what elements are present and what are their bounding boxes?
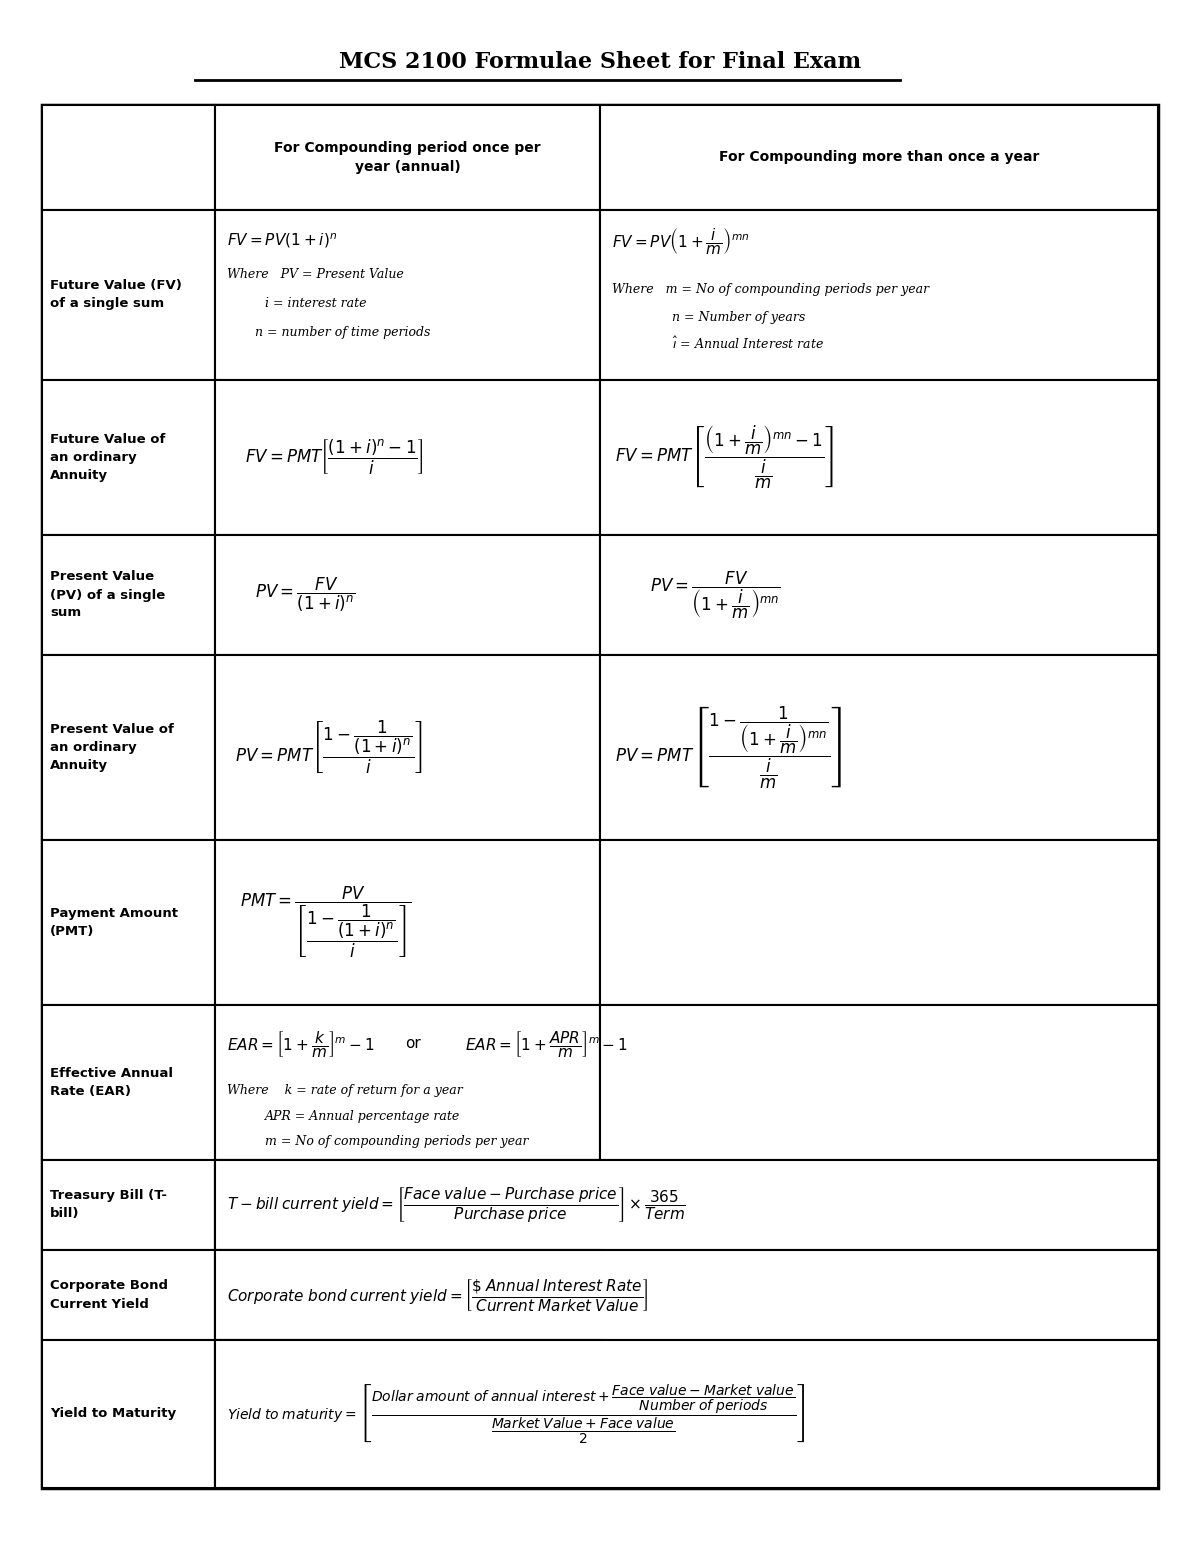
Bar <box>215 840 600 1005</box>
Bar <box>42 1005 215 1160</box>
Text: Future Value (FV)
of a single sum: Future Value (FV) of a single sum <box>50 280 182 311</box>
Text: Where    k = rate of return for a year: Where k = rate of return for a year <box>227 1084 463 1096</box>
Text: Payment Amount
(PMT): Payment Amount (PMT) <box>50 907 178 938</box>
Bar <box>600 106 1158 210</box>
Bar <box>42 1250 215 1340</box>
Text: Where   m = No of compounding periods per year: Where m = No of compounding periods per … <box>612 283 929 297</box>
Text: Present Value of
an ordinary
Annuity: Present Value of an ordinary Annuity <box>50 724 174 772</box>
Text: Future Value of
an ordinary
Annuity: Future Value of an ordinary Annuity <box>50 433 166 481</box>
Text: Where   PV = Present Value: Where PV = Present Value <box>227 269 403 281</box>
Bar <box>600 655 1158 840</box>
Text: Corporate Bond
Current Yield: Corporate Bond Current Yield <box>50 1280 168 1311</box>
Bar <box>215 380 600 534</box>
Bar <box>215 1160 1158 1250</box>
Text: $Corporate\;bond\;current\;yield = \left[\dfrac{\$\;Annual\;Interest\;Rate}{Curr: $Corporate\;bond\;current\;yield = \left… <box>227 1277 649 1312</box>
Bar <box>215 1340 1158 1488</box>
Bar <box>42 380 215 534</box>
Text: For Compounding period once per
year (annual): For Compounding period once per year (an… <box>274 141 541 174</box>
Bar <box>42 1340 215 1488</box>
Text: $EAR = \left[1+\dfrac{APR}{m}\right]^{m}-1$: $EAR = \left[1+\dfrac{APR}{m}\right]^{m}… <box>464 1028 628 1059</box>
Bar <box>215 655 600 840</box>
Text: $EAR = \left[1+\dfrac{k}{m}\right]^{m}-1$: $EAR = \left[1+\dfrac{k}{m}\right]^{m}-1… <box>227 1028 374 1059</box>
Text: $PV = PMT\left[\dfrac{1-\dfrac{1}{(1+i)^{n}}}{i}\right]$: $PV = PMT\left[\dfrac{1-\dfrac{1}{(1+i)^… <box>235 719 422 776</box>
Text: Yield to Maturity: Yield to Maturity <box>50 1407 176 1421</box>
Bar <box>42 106 1158 1488</box>
Text: Treasury Bill (T-
bill): Treasury Bill (T- bill) <box>50 1190 167 1221</box>
Text: m = No of compounding periods per year: m = No of compounding periods per year <box>265 1135 528 1148</box>
Text: $PMT = \dfrac{PV}{\left[\dfrac{1-\dfrac{1}{(1+i)^{n}}}{i}\right]}$: $PMT = \dfrac{PV}{\left[\dfrac{1-\dfrac{… <box>240 885 412 960</box>
Bar <box>215 534 600 655</box>
Bar <box>215 1005 600 1160</box>
Bar <box>42 210 215 380</box>
Text: n = Number of years: n = Number of years <box>672 311 805 323</box>
Text: $PV = \dfrac{FV}{(1+i)^{n}}$: $PV = \dfrac{FV}{(1+i)^{n}}$ <box>254 576 355 613</box>
Text: $FV = PMT\left[\dfrac{(1+i)^{n}-1}{i}\right]$: $FV = PMT\left[\dfrac{(1+i)^{n}-1}{i}\ri… <box>245 438 424 477</box>
Bar <box>42 655 215 840</box>
Text: i = interest rate: i = interest rate <box>265 297 366 311</box>
Bar <box>42 534 215 655</box>
Bar <box>600 1005 1158 1160</box>
Bar <box>600 210 1158 380</box>
Bar <box>600 534 1158 655</box>
Bar <box>215 1160 600 1250</box>
Text: $PV = PMT\left[\dfrac{1-\dfrac{1}{\left(1+\dfrac{i}{m}\right)^{mn}}}{\dfrac{i}{m: $PV = PMT\left[\dfrac{1-\dfrac{1}{\left(… <box>616 705 842 790</box>
Text: APR = Annual percentage rate: APR = Annual percentage rate <box>265 1110 461 1123</box>
Text: $Yield\;to\;maturity = \left[\dfrac{Dollar\;amount\;of\;annual\;interest + \dfra: $Yield\;to\;maturity = \left[\dfrac{Doll… <box>227 1382 805 1446</box>
Bar <box>215 1250 600 1340</box>
Bar <box>42 106 215 210</box>
Text: $\hat{\imath}$ = Annual Interest rate: $\hat{\imath}$ = Annual Interest rate <box>672 337 824 353</box>
Bar <box>215 1250 1158 1340</box>
Text: $PV = \dfrac{FV}{\left(1+\dfrac{i}{m}\right)^{mn}}$: $PV = \dfrac{FV}{\left(1+\dfrac{i}{m}\ri… <box>650 570 781 621</box>
Bar <box>600 840 1158 1005</box>
Text: $FV = PV\left(1+\dfrac{i}{m}\right)^{mn}$: $FV = PV\left(1+\dfrac{i}{m}\right)^{mn}… <box>612 225 750 256</box>
Text: For Compounding more than once a year: For Compounding more than once a year <box>719 151 1039 165</box>
Text: Present Value
(PV) of a single
sum: Present Value (PV) of a single sum <box>50 570 166 620</box>
Text: n = number of time periods: n = number of time periods <box>254 326 431 339</box>
Text: or: or <box>404 1036 421 1051</box>
Text: Effective Annual
Rate (EAR): Effective Annual Rate (EAR) <box>50 1067 173 1098</box>
Bar <box>42 840 215 1005</box>
Bar <box>42 1160 215 1250</box>
Text: $T - bill\;current\;yield = \left[\dfrac{Face\;value - Purchase\;price}{Purchase: $T - bill\;current\;yield = \left[\dfrac… <box>227 1185 686 1224</box>
Text: MCS 2100 Formulae Sheet for Final Exam: MCS 2100 Formulae Sheet for Final Exam <box>338 51 862 73</box>
Bar <box>215 210 600 380</box>
Bar <box>215 106 600 210</box>
Bar <box>600 380 1158 534</box>
Text: $FV = PV(1+i)^{n}$: $FV = PV(1+i)^{n}$ <box>227 231 337 250</box>
Bar <box>215 1340 600 1488</box>
Text: $FV = PMT\left[\dfrac{\left(1+\dfrac{i}{m}\right)^{mn}-1}{\dfrac{i}{m}}\right]$: $FV = PMT\left[\dfrac{\left(1+\dfrac{i}{… <box>616 424 834 491</box>
